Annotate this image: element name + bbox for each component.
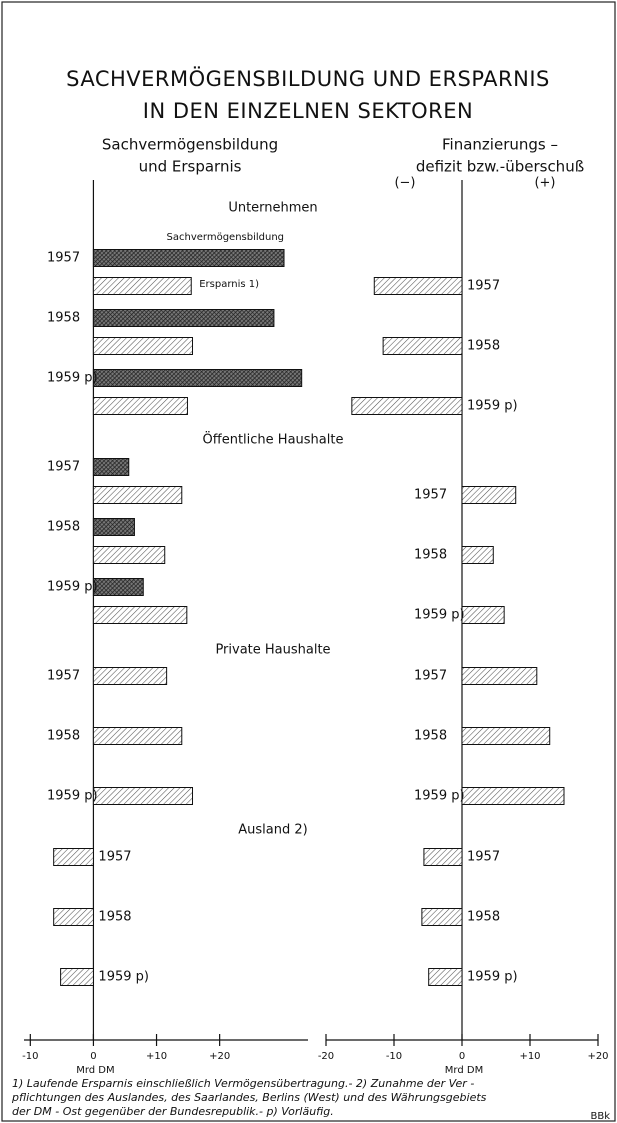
x-tick-label: 0 <box>459 1051 465 1062</box>
category-label: 1959 p) <box>467 399 518 414</box>
series-label: Sachvermögensbildung <box>167 232 285 243</box>
x-tick-label: 0 <box>90 1051 96 1062</box>
bar <box>461 606 505 624</box>
bar <box>461 546 494 564</box>
x-tick-label: -20 <box>318 1051 334 1062</box>
bar <box>92 486 183 504</box>
x-tick-label: -10 <box>386 1051 402 1062</box>
bar <box>421 908 463 926</box>
series-label: Ersparnis 1) <box>199 279 259 290</box>
panel-title: Sachvermögensbildung <box>102 136 278 154</box>
bar <box>92 518 135 536</box>
category-label: 1959 p) <box>414 608 465 623</box>
category-label: 1958 <box>98 910 131 925</box>
source: BBk <box>590 1111 610 1122</box>
sector-label: Private Haushalte <box>215 643 330 658</box>
panel-title: und Ersparnis <box>139 158 242 176</box>
x-tick-label: +10 <box>146 1051 167 1062</box>
x-axis-label: Mrd DM <box>76 1065 114 1076</box>
bar <box>92 578 144 596</box>
bar <box>92 397 188 415</box>
category-label: 1958 <box>414 729 447 744</box>
category-label: 1957 <box>47 251 80 266</box>
category-label: 1959 p) <box>47 580 98 595</box>
footnote: 1) Laufende Ersparnis einschließlich Ver… <box>12 1077 474 1090</box>
bar <box>92 337 194 355</box>
bar <box>92 667 168 685</box>
bar <box>461 727 551 745</box>
x-tick-label: +20 <box>209 1051 230 1062</box>
pos-label: (+) <box>534 176 555 191</box>
category-label: 1957 <box>47 460 80 475</box>
bar <box>92 458 130 476</box>
category-label: 1957 <box>47 669 80 684</box>
neg-label: (−) <box>394 176 415 191</box>
bar <box>92 249 285 267</box>
category-label: 1958 <box>467 910 500 925</box>
category-label: 1958 <box>467 339 500 354</box>
bar <box>92 546 166 564</box>
bar <box>428 968 463 986</box>
category-label: 1957 <box>467 279 500 294</box>
category-label: 1959 p) <box>414 789 465 804</box>
category-label: 1958 <box>47 729 80 744</box>
bar <box>461 486 517 504</box>
chart-title: IN DEN EINZELNEN SEKTOREN <box>143 99 473 123</box>
bar <box>373 277 463 295</box>
panel-title: Finanzierungs – <box>442 136 558 154</box>
category-label: 1957 <box>414 669 447 684</box>
bar <box>351 397 463 415</box>
x-tick-label: +10 <box>519 1051 540 1062</box>
bar <box>92 787 194 805</box>
bar <box>382 337 463 355</box>
category-label: 1957 <box>414 488 447 503</box>
bar <box>461 667 538 685</box>
bar <box>53 848 94 866</box>
bar <box>92 369 303 387</box>
category-label: 1959 p) <box>98 970 149 985</box>
bar <box>92 309 275 327</box>
category-label: 1958 <box>47 520 80 535</box>
footnote: der DM - Ost gegenüber der Bundesrepubli… <box>12 1105 334 1118</box>
bar <box>461 787 565 805</box>
bar <box>53 908 94 926</box>
bar <box>92 606 188 624</box>
sector-label: Unternehmen <box>228 201 317 216</box>
panel-title: defizit bzw.-überschuß <box>416 158 584 176</box>
sector-label: Ausland 2) <box>238 823 307 838</box>
category-label: 1959 p) <box>47 371 98 386</box>
category-label: 1957 <box>98 850 131 865</box>
category-label: 1957 <box>467 850 500 865</box>
category-label: 1959 p) <box>47 789 98 804</box>
x-axis-label: Mrd DM <box>445 1065 483 1076</box>
sector-label: Öffentliche Haushalte <box>203 431 344 448</box>
x-tick-label: +20 <box>587 1051 608 1062</box>
bar <box>423 848 463 866</box>
category-label: 1959 p) <box>467 970 518 985</box>
category-label: 1958 <box>414 548 447 563</box>
chart-title: SACHVERMÖGENSBILDUNG UND ERSPARNIS <box>66 66 550 91</box>
bar <box>92 727 183 745</box>
category-label: 1958 <box>47 311 80 326</box>
bar <box>92 277 192 295</box>
footnote: pflichtungen des Auslandes, des Saarland… <box>11 1091 487 1104</box>
x-tick-label: -10 <box>22 1051 38 1062</box>
bar <box>60 968 94 986</box>
